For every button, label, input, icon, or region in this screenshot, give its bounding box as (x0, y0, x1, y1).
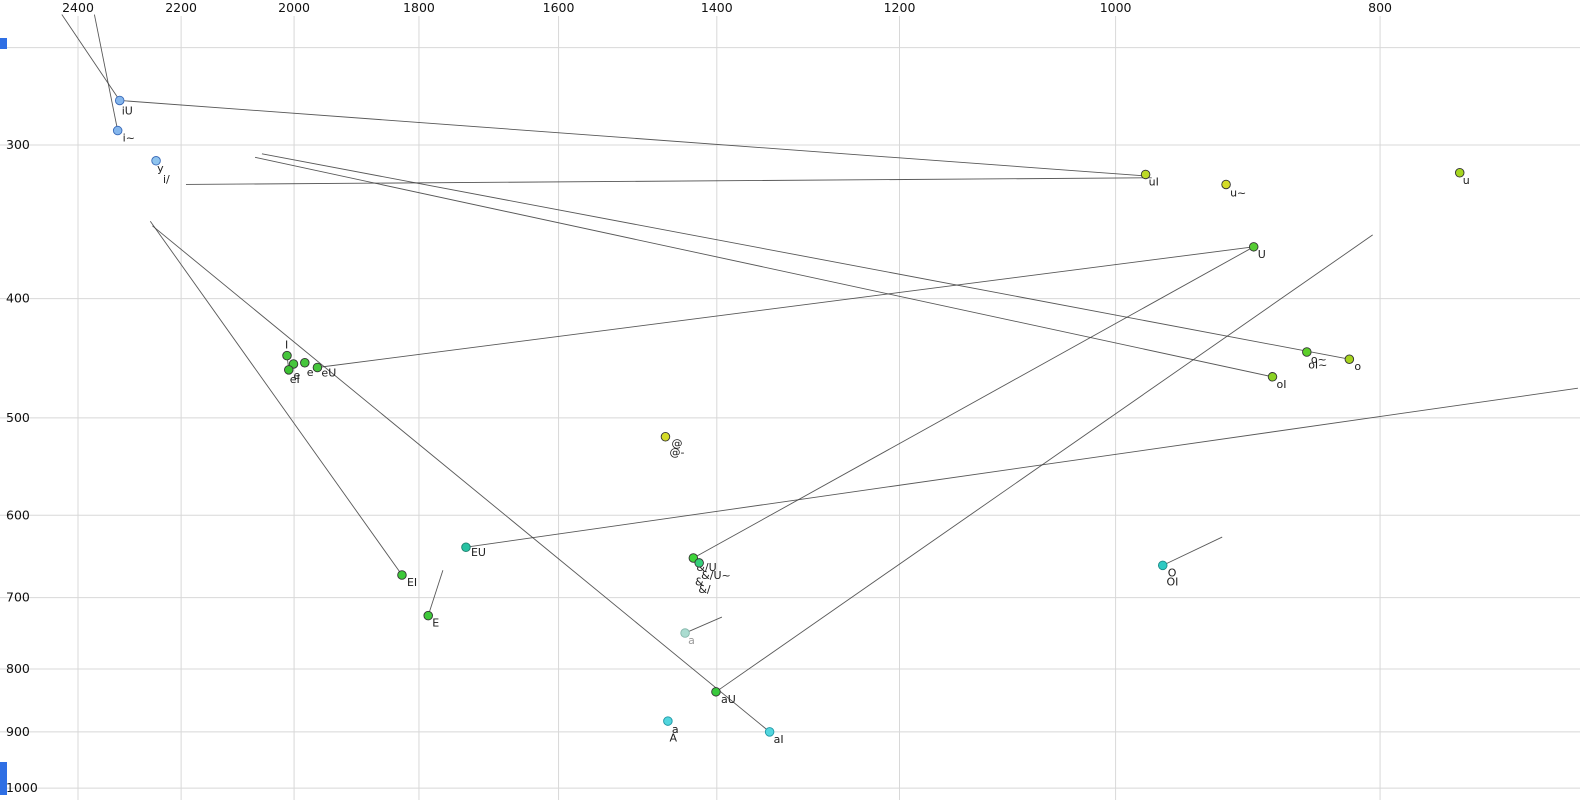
trajectory-line (152, 225, 770, 733)
point-label: EI (407, 576, 417, 589)
point-label: eI (290, 373, 300, 386)
trajectory-line (684, 616, 723, 634)
point-label: EU (471, 546, 486, 559)
data-point (300, 358, 310, 368)
data-point (1157, 560, 1168, 571)
annotation-label: A (670, 731, 678, 744)
x-tick-label: 1400 (701, 0, 733, 15)
y-tick-label: 1000 (6, 780, 38, 795)
point-label: u~ (1230, 186, 1246, 199)
trajectory-line (261, 153, 1350, 360)
annotation-label: & (695, 575, 704, 588)
y-tick-label: 600 (6, 507, 30, 522)
trajectory-line (317, 246, 1254, 368)
data-point (284, 365, 294, 375)
point-label: &/U~ (701, 569, 731, 582)
data-point (112, 125, 123, 136)
edge-mark (0, 38, 7, 49)
data-point (711, 687, 721, 697)
annotation-label: i/ (163, 173, 170, 186)
data-point (282, 350, 292, 361)
point-label: e (307, 366, 314, 379)
annotation-label: OI (1166, 575, 1178, 588)
point-label: eU (321, 366, 336, 379)
point-label: U (1258, 248, 1266, 261)
data-point (1344, 354, 1355, 364)
data-point (764, 727, 775, 737)
y-tick-label: 700 (6, 590, 30, 605)
y-tick-label: 300 (6, 137, 30, 152)
point-label: i~ (123, 132, 135, 145)
point-label: o~ (1311, 353, 1327, 366)
point-label: E (432, 617, 439, 630)
point-label: y (157, 162, 164, 175)
data-point (1267, 372, 1278, 382)
data-point (1454, 168, 1465, 178)
trajectory-line (1162, 536, 1223, 566)
x-tick-label: 800 (1368, 0, 1392, 15)
trajectory-line (93, 14, 119, 131)
point-label: a (688, 634, 695, 647)
point-label: aI (774, 733, 784, 746)
point-label: a (672, 723, 679, 736)
point-label: o (1354, 360, 1361, 373)
x-tick-label: 1000 (1100, 0, 1132, 15)
point-label: e (293, 369, 300, 382)
data-point (694, 558, 704, 568)
trajectory-line (61, 14, 121, 101)
data-point (423, 610, 433, 621)
point-label: I (285, 339, 288, 352)
data-point (114, 95, 125, 106)
x-tick-label: 1800 (403, 0, 435, 15)
point-label: aU (721, 693, 736, 706)
x-tick-label: 1200 (884, 0, 916, 15)
x-tick-label: 1600 (543, 0, 575, 15)
data-point (680, 628, 690, 638)
trajectory-line (693, 246, 1254, 559)
annotation-label: &/ (698, 583, 711, 596)
point-label: @ (671, 437, 682, 450)
trajectory-line (427, 570, 444, 616)
x-tick-label: 2200 (165, 0, 197, 15)
x-tick-label: 2000 (278, 0, 310, 15)
trajectory-line (254, 156, 1273, 378)
y-tick-label: 900 (6, 724, 30, 739)
data-point (151, 156, 161, 166)
y-tick-label: 500 (6, 410, 30, 425)
trajectory-line (119, 100, 1149, 177)
edge-mark (0, 762, 7, 795)
data-point (660, 432, 671, 442)
x-tick-label: 2400 (62, 0, 94, 15)
annotation-label: @- (670, 446, 685, 459)
data-point (1302, 347, 1312, 357)
data-point (1221, 179, 1231, 190)
y-tick-label: 800 (6, 661, 30, 676)
y-tick-label: 400 (6, 291, 30, 306)
data-point (663, 716, 673, 726)
data-point (1248, 242, 1259, 252)
point-label: uI (1149, 175, 1159, 188)
data-point (1140, 169, 1151, 180)
point-label: O (1168, 566, 1177, 579)
data-point (461, 542, 471, 552)
trajectory-line (185, 177, 1152, 185)
annotation-label: oI~ (1308, 359, 1327, 372)
point-label: oI (1277, 378, 1287, 391)
point-label: iU (122, 104, 133, 117)
trajectory-line (715, 234, 1373, 693)
data-point (312, 362, 323, 373)
data-point (397, 570, 407, 580)
point-label: u (1463, 174, 1470, 187)
trajectory-line (149, 220, 403, 576)
trajectory-line (465, 387, 1578, 548)
